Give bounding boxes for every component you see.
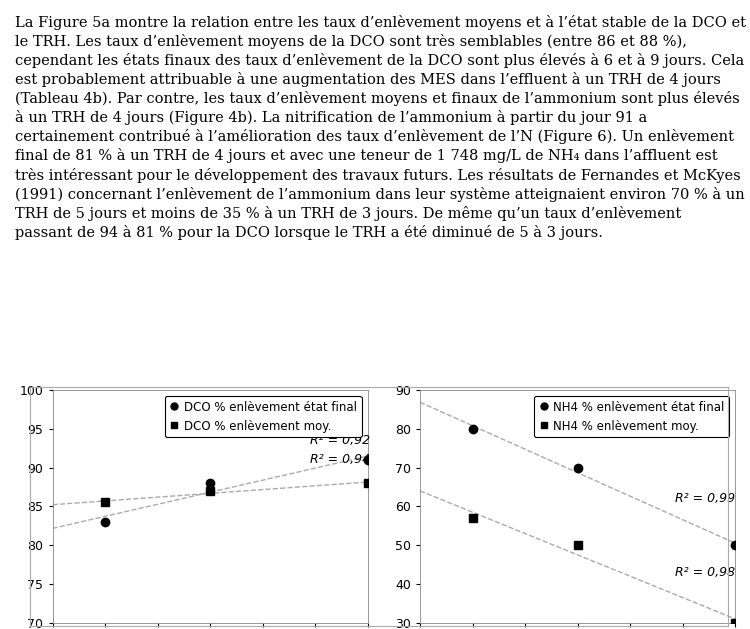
Legend: NH4 % enlèvement état final, NH4 % enlèvement moy.: NH4 % enlèvement état final, NH4 % enlèv… — [534, 396, 729, 437]
Text: final de 81 % à un TRH de 4 jours et avec une teneur de 1 748 mg/L de NH₄ dans l: final de 81 % à un TRH de 4 jours et ave… — [15, 148, 718, 164]
Text: est probablement attribuable à une augmentation des MES dans l’effluent à un TRH: est probablement attribuable à une augme… — [15, 72, 721, 87]
Text: TRH de 5 jours et moins de 35 % à un TRH de 3 jours. De même qu’un taux d’enlève: TRH de 5 jours et moins de 35 % à un TRH… — [15, 206, 681, 221]
Text: certainement contribué à l’amélioration des taux d’enlèvement de l’N (Figure 6).: certainement contribué à l’amélioration … — [15, 130, 734, 145]
Text: R² = 0,99: R² = 0,99 — [675, 492, 735, 505]
Text: très intéressant pour le développement des travaux futurs. Les résultats de Fern: très intéressant pour le développement d… — [15, 167, 741, 182]
Text: La Figure 5a montre la relation entre les taux d’enlèvement moyens et à l’état s: La Figure 5a montre la relation entre le… — [15, 14, 746, 30]
Text: (1991) concernant l’enlèvement de l’ammonium dans leur système atteignaient envi: (1991) concernant l’enlèvement de l’ammo… — [15, 187, 745, 202]
Text: R² = 0,94: R² = 0,94 — [310, 454, 370, 466]
Text: cependant les états finaux des taux d’enlèvement de la DCO sont plus élevés à 6 : cependant les états finaux des taux d’en… — [15, 53, 744, 68]
Text: à un TRH de 4 jours (Figure 4b). La nitrification de l’ammonium à partir du jour: à un TRH de 4 jours (Figure 4b). La nitr… — [15, 110, 647, 125]
Text: R² = 0,92: R² = 0,92 — [310, 434, 370, 447]
Text: (Tableau 4b). Par contre, les taux d’enlèvement moyens et finaux de l’ammonium s: (Tableau 4b). Par contre, les taux d’enl… — [15, 91, 740, 106]
Text: R² = 0,98: R² = 0,98 — [675, 565, 735, 579]
Legend: DCO % enlèvement état final, DCO % enlèvement moy.: DCO % enlèvement état final, DCO % enlèv… — [165, 396, 362, 437]
Text: passant de 94 à 81 % pour la DCO lorsque le TRH a été diminué de 5 à 3 jours.: passant de 94 à 81 % pour la DCO lorsque… — [15, 225, 603, 240]
Text: le TRH. Les taux d’enlèvement moyens de la DCO sont très semblables (entre 86 et: le TRH. Les taux d’enlèvement moyens de … — [15, 34, 687, 49]
